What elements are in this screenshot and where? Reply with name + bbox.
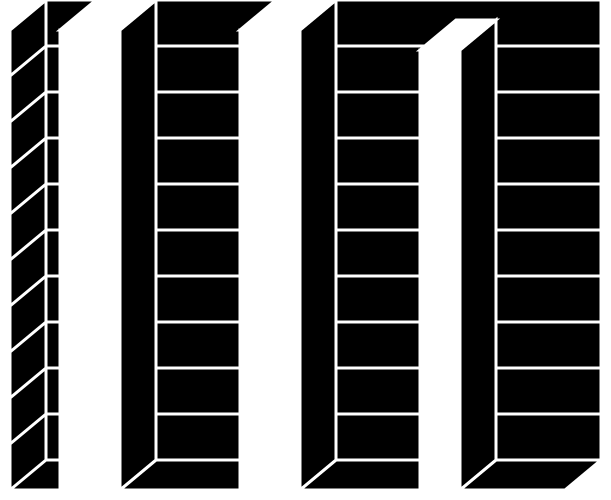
- chart-container: [0, 0, 611, 500]
- bar-chart-3d: [0, 0, 611, 500]
- bar-side: [120, 0, 156, 490]
- bar: [60, 0, 156, 490]
- bar-side: [460, 20, 496, 490]
- bar-front: [420, 50, 460, 490]
- bar-side: [300, 0, 336, 490]
- bar: [240, 0, 336, 490]
- bar-front: [240, 30, 300, 490]
- bar-front: [60, 30, 120, 490]
- bars: [60, 0, 496, 490]
- bar: [420, 20, 496, 490]
